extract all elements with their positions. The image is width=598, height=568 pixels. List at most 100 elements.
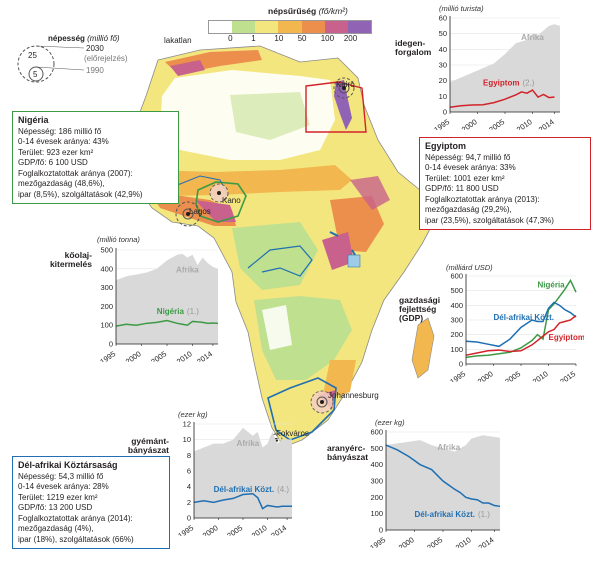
series-line-egyiptom [465, 315, 577, 356]
info-line: ipar (23,5%), szolgáltatások (47,3%) [425, 215, 554, 225]
info-line: Népesség: 54,3 millió fő [18, 471, 104, 481]
pop-legend-title-row: népesség (millió fő) [48, 34, 120, 43]
y-tick-label: 0 [109, 340, 113, 349]
y-tick-label: 300 [370, 477, 383, 486]
info-line: 0-14 évesek aránya: 43% [18, 137, 109, 146]
y-tick-label: 100 [450, 345, 463, 354]
x-tick-label: 1995 [432, 117, 451, 130]
city-marker-kairo [333, 77, 355, 99]
series-label: Nigéria (1.) [157, 307, 199, 316]
city-label-johannesburg: Johannesburg [328, 391, 379, 400]
density-tick-label: 0 [228, 34, 233, 43]
pop-legend-1990: 1990 [86, 66, 104, 75]
congo-river [247, 245, 313, 277]
info-line: GDP/fő: 11 800 USD [425, 184, 499, 193]
city-marker-kano [209, 183, 229, 203]
south-africa-info-box: Dél-afrikai Köztársaság Népesség: 54,3 m… [12, 456, 170, 549]
info-line: GDP/fő: 13 200 USD [18, 503, 93, 512]
density-swatch [278, 21, 302, 33]
info-line: 0-14 évesek aránya: 28% [18, 482, 109, 491]
y-tick-label: 20 [439, 76, 447, 85]
density-tick-label: 10 [274, 34, 284, 43]
density-legend-title: népsűrűség [268, 6, 317, 16]
info-line: Népesség: 186 millió fő [18, 126, 102, 136]
x-tick-label: 2005 [503, 369, 522, 382]
y-tick-label: 300 [100, 283, 113, 292]
series-rank: (1.) [478, 510, 490, 519]
y-tick-label: 0 [459, 360, 463, 369]
series-label: Dél-afrikai Közt. (4.) [214, 485, 290, 494]
x-tick-label: 2014 [269, 523, 288, 536]
y-tick-label: 500 [100, 246, 113, 255]
y-tick-label: 200 [370, 493, 383, 502]
series-label: Dél-afrikai Közt. [494, 313, 554, 322]
info-line: mezőgazdaság (4%), [18, 524, 94, 533]
x-tick-label: 2005 [487, 117, 506, 130]
density-ticks: 0 1 10 50 100 200 [208, 34, 370, 44]
info-line: Népesség: 94,7 millió fő [425, 152, 511, 162]
x-tick-label: 2000 [124, 349, 143, 362]
y-tick-label: 200 [100, 302, 113, 311]
series-label: Afrika [521, 33, 544, 42]
density-color-scale [208, 20, 372, 34]
series-rank: (4.) [277, 485, 289, 494]
egypt-info-box: Egyiptom Népesség: 94,7 millió fő 0-14 év… [419, 137, 591, 230]
gdp-label: gazdasági fejlettség (GDP) [399, 295, 441, 323]
gold-label: aranyérc- bányászat [327, 443, 369, 462]
x-tick-label: 2000 [476, 369, 495, 382]
city-marker-lagos [175, 201, 201, 227]
density-tick-label: 50 [297, 34, 307, 43]
pop-legend-2030-note: (előrejelzés) [84, 54, 128, 63]
series-line-d-l-afrikai-k-zt- [193, 492, 292, 510]
series-rank: (2.) [522, 78, 534, 87]
series-label: Afrika [176, 266, 199, 275]
info-line: Terület: 1001 ezer km² [425, 173, 505, 183]
info-line: mezőgazdaság (48,6%), [18, 179, 105, 188]
y-tick-label: 4 [187, 482, 191, 491]
y-tick-label: 10 [439, 92, 447, 101]
diamond-unit: (ezer kg) [178, 410, 208, 419]
density-tick-label: 200 [343, 34, 358, 43]
y-tick-label: 2 [187, 498, 191, 507]
y-tick-label: 400 [100, 264, 113, 273]
series-area-afrika [116, 253, 218, 344]
series-label: Egyiptom [549, 333, 585, 342]
oil-chart: 0 100 200 300 400 500 1995 2000 2005 2010 2014 Afri… [98, 246, 219, 362]
y-tick-label: 40 [439, 45, 447, 54]
series-line-d-l-afrikai-k-zt- [385, 444, 501, 508]
info-line: ipar (18%), szolgáltatások (66%) [18, 534, 134, 544]
tourism-unit: (millió turista) [439, 4, 484, 13]
nigeria-info-box: Nigéria Népesség: 186 millió fő 0-14 éves… [12, 111, 179, 204]
x-tick-label: 1995 [98, 349, 117, 362]
info-line: Foglalkoztatottak aránya (2013): [425, 194, 540, 204]
pop-legend-2030: 2030 [86, 44, 104, 53]
tourism-label: idegen- forgalom [395, 38, 432, 57]
egypt-box-lines: Népesség: 94,7 millió fő 0-14 évesek arán… [425, 153, 585, 227]
density-swatch [301, 21, 325, 33]
gold-chart: 0 100 200 300 400 500 600 1995 2000 2005 2010 2014 A… [368, 428, 501, 548]
y-tick-label: 10 [183, 435, 191, 444]
egypt-border [305, 81, 367, 133]
info-line: ipar (8,5%), szolgáltatások (42,9%) [18, 189, 143, 199]
pop-legend-circle-big [17, 45, 55, 83]
nigeria-box-lines: Népesség: 186 millió fő 0-14 évesek arány… [18, 127, 173, 201]
gdp-chart: 0 100 200 300 400 500 600 1995 2000 2005 2010 2015 N… [448, 272, 585, 383]
x-tick-label: 1995 [368, 535, 387, 548]
city-label-lagos: Lagos [189, 207, 211, 216]
lake-victoria [347, 254, 361, 268]
series-label: Nigéria [538, 281, 566, 290]
y-tick-label: 300 [450, 316, 463, 325]
nigeria-box-title: Nigéria [18, 115, 49, 125]
y-tick-label: 60 [439, 14, 447, 23]
info-line: mezőgazdaság (29,2%), [425, 205, 512, 214]
series-label: Afrika [437, 443, 460, 452]
gold-unit: (ezer kg) [375, 418, 405, 427]
x-tick-label: 2010 [515, 117, 534, 130]
nile-valley [334, 80, 352, 130]
pop-legend-small-value: 5 [33, 70, 38, 79]
info-line: Foglalkoztatottak aránya (2014): [18, 513, 133, 523]
x-tick-label: 2000 [460, 117, 479, 130]
gdp-unit: (milliárd USD) [446, 263, 493, 272]
x-tick-label: 1995 [448, 369, 467, 382]
y-tick-label: 0 [443, 108, 447, 117]
